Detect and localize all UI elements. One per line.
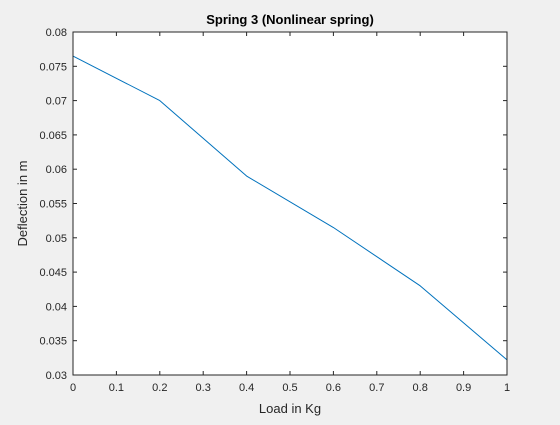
y-tick-label: 0.04 xyxy=(46,301,67,313)
x-tick-label: 0.4 xyxy=(239,382,254,394)
y-tick-label: 0.065 xyxy=(39,130,67,142)
y-tick-label: 0.06 xyxy=(46,164,67,176)
y-tick-label: 0.03 xyxy=(46,370,67,382)
x-tick-label: 0.2 xyxy=(152,382,167,394)
x-tick-label: 0.8 xyxy=(413,382,428,394)
y-tick-label: 0.045 xyxy=(39,267,67,279)
x-tick-label: 0.5 xyxy=(282,382,297,394)
y-tick-label: 0.075 xyxy=(39,61,67,73)
y-tick-label: 0.08 xyxy=(46,27,67,39)
y-axis-label: Deflection in m xyxy=(15,161,30,247)
x-tick-label: 0 xyxy=(70,382,76,394)
x-axis-ticks: 0 0.1 0.2 0.3 0.4 0.5 0.6 0.7 0.8 0.9 1 xyxy=(70,32,510,394)
y-tick-label: 0.07 xyxy=(46,96,67,108)
x-tick-label: 0.6 xyxy=(326,382,341,394)
x-tick-label: 0.1 xyxy=(109,382,124,394)
x-axis-label: Load in Kg xyxy=(259,401,321,416)
x-tick-label: 0.3 xyxy=(196,382,211,394)
y-tick-label: 0.05 xyxy=(46,233,67,245)
x-tick-label: 0.9 xyxy=(456,382,471,394)
x-tick-label: 0.7 xyxy=(369,382,384,394)
plot-border xyxy=(72,31,508,376)
plot-area xyxy=(73,32,507,375)
series-layer xyxy=(72,55,508,361)
series-line xyxy=(72,55,508,361)
x-tick-label: 1 xyxy=(504,382,510,394)
y-tick-label: 0.055 xyxy=(39,199,67,211)
y-tick-label: 0.035 xyxy=(39,336,67,348)
chart-title: Spring 3 (Nonlinear spring) xyxy=(206,12,374,27)
